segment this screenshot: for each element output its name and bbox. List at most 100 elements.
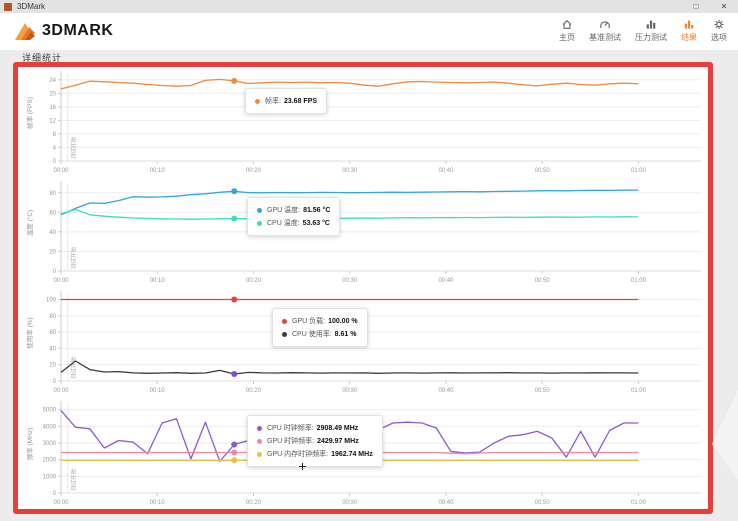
x-tick-label: 00:30: [342, 278, 358, 284]
y-tick-label: 0: [53, 491, 57, 497]
y-tick-label: 0: [53, 269, 57, 275]
highlight-dot: [231, 77, 238, 84]
tooltip-value: 100.00 %: [328, 317, 358, 325]
highlight-dot: [231, 215, 238, 222]
y-tick-label: 60: [49, 210, 56, 216]
x-tick-label: 00:50: [535, 388, 551, 394]
nav-item-results[interactable]: 结果: [674, 17, 704, 45]
chart-svg-fps: 0 4 8 12 16 20 24 00:00 00:10 00:20 00:30 00:40 00:5…: [49, 71, 701, 174]
highlight-dot: [231, 449, 238, 456]
y-tick-label: 12: [49, 118, 56, 124]
x-tick-label: 01:00: [631, 388, 647, 394]
y-tick-label: 16: [49, 105, 56, 111]
tooltip-label: CPU 时钟频率:: [267, 425, 314, 432]
series-dot-icon: [255, 98, 260, 104]
series-dot-icon: [257, 438, 262, 444]
x-tick-label: 00:10: [150, 388, 166, 394]
y-tick-label: 80: [49, 314, 56, 320]
x-tick-label: 00:50: [535, 168, 551, 174]
y-tick-label: 8: [53, 132, 57, 138]
highlight-dot: [231, 441, 238, 448]
x-tick-label: 00:30: [342, 168, 358, 174]
x-tick-label: 01:00: [631, 500, 647, 506]
y-tick-label: 3000: [43, 441, 57, 447]
x-tick-label: 00:00: [53, 500, 69, 506]
nav-item-home[interactable]: 主页: [552, 17, 582, 45]
y-tick-label: 40: [49, 346, 56, 352]
x-tick-label: 00:20: [246, 388, 262, 394]
series-dot-icon: [257, 425, 262, 431]
window-controls: □ ✕: [682, 0, 738, 13]
start-marker-label: 测试开始: [70, 468, 78, 491]
stress-bars-icon: [646, 20, 656, 29]
close-button[interactable]: ✕: [720, 2, 728, 11]
y-tick-label: 20: [49, 363, 56, 369]
y-axis-title: 使用率 (%): [27, 317, 34, 349]
y-tick-label: 40: [49, 230, 56, 236]
tooltip-row: GPU 内存时钟频率: 1962.74 MHz: [257, 449, 373, 459]
tooltip-row: CPU 使用率: 8.61 %: [282, 329, 358, 339]
series-GPU 温度: [60, 189, 639, 216]
x-tick-label: 00:10: [150, 278, 166, 284]
nav-label: 压力测试: [635, 33, 667, 42]
logo-text: 3DMARK: [42, 22, 114, 39]
x-tick-label: 00:10: [150, 500, 166, 506]
home-icon: [562, 20, 572, 29]
chart-svg-usage: 0 20 40 60 80 100 00:00 00:10 00:20 00:30 00:40 00:…: [46, 291, 701, 394]
tooltip-frequency: CPU 时钟频率: 2908.49 MHz GPU 时钟频率: 2429.97 MHz…: [247, 415, 383, 467]
maximize-button[interactable]: □: [693, 2, 699, 11]
gauge-icon: [600, 21, 610, 29]
x-tick-label: 00:40: [438, 168, 454, 174]
y-axis-title: 帧率 (FPS): [27, 97, 34, 129]
gear-icon: [714, 19, 724, 30]
tooltip-row: 帧率: 23.68 FPS: [255, 96, 317, 106]
highlight-dot: [231, 370, 238, 377]
nav-item-options[interactable]: 选项: [704, 17, 734, 45]
tooltip-fps: 帧率: 23.68 FPS: [245, 88, 328, 114]
tooltip-label: CPU 使用率:: [292, 331, 332, 338]
x-tick-label: 01:00: [631, 168, 647, 174]
results-bars-icon: [684, 20, 694, 29]
window-title: 3DMark: [17, 2, 46, 11]
y-axis-title: 温度 (°C): [27, 209, 34, 237]
title-bar: 3DMark □ ✕: [0, 0, 738, 13]
x-tick-label: 00:00: [53, 388, 69, 394]
x-tick-label: 00:40: [438, 388, 454, 394]
start-marker-label: 测试开始: [70, 136, 78, 159]
x-tick-label: 00:50: [535, 278, 551, 284]
y-tick-label: 80: [49, 191, 56, 197]
tooltip-row: CPU 时钟频率: 2908.49 MHz: [257, 423, 373, 433]
highlight-dot: [231, 296, 238, 303]
tooltip-row: GPU 时钟频率: 2429.97 MHz: [257, 436, 373, 446]
nav-item-stress-test[interactable]: 压力测试: [628, 17, 674, 45]
highlight-dot: [231, 457, 238, 464]
3dmark-logo: 3DMARK: [14, 20, 113, 42]
tooltip-temperature: GPU 温度: 81.56 °C CPU 温度: 53.63 °C: [247, 197, 341, 236]
tooltip-label: 帧率:: [265, 98, 281, 105]
y-axis-title: 频率 (MHz): [27, 427, 34, 461]
x-tick-label: 00:30: [342, 388, 358, 394]
background-art: [712, 390, 738, 480]
y-tick-label: 60: [49, 330, 56, 336]
tooltip-value: 53.63 °C: [302, 219, 330, 227]
app-header: 3DMARK 主页 基准测试: [0, 13, 738, 50]
page-title: 详细统计: [22, 53, 63, 63]
tooltip-value: 1962.74 MHz: [331, 450, 373, 458]
highlight-dot: [231, 188, 238, 195]
tooltip-row: GPU 负载: 100.00 %: [282, 316, 358, 326]
x-tick-label: 00:00: [53, 278, 69, 284]
nav-label: 选项: [711, 33, 727, 42]
series-dot-icon: [282, 331, 287, 337]
tooltip-value: 8.61 %: [334, 330, 357, 338]
x-tick-label: 00:50: [535, 500, 551, 506]
chart-usage: 使用率 (%) 0 20 40 60 80 100 00:00 00:10 00:20 00:30 0…: [19, 287, 707, 397]
tooltip-label: GPU 温度:: [267, 207, 301, 214]
y-tick-label: 1000: [43, 474, 57, 480]
nav-item-benchmark[interactable]: 基准测试: [582, 17, 628, 45]
series-dot-icon: [257, 220, 262, 226]
x-tick-label: 00:00: [53, 168, 69, 174]
tooltip-label: CPU 温度:: [267, 220, 300, 227]
tooltip-usage: GPU 负载: 100.00 % CPU 使用率: 8.61 %: [272, 308, 368, 347]
y-tick-label: 24: [49, 78, 56, 84]
series-dot-icon: [257, 207, 262, 213]
